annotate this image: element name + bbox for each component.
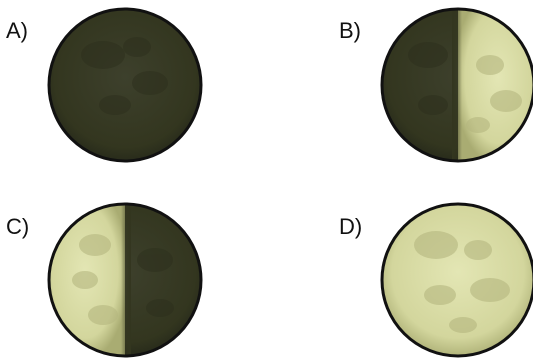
option-b-label: B) — [339, 18, 361, 43]
moon-first-quarter-icon[interactable] — [378, 5, 533, 165]
moon-last-quarter-icon[interactable] — [45, 200, 205, 360]
option-a-label: A) — [6, 18, 28, 43]
option-d-label: D) — [339, 214, 363, 239]
moon-new-icon[interactable] — [45, 5, 205, 165]
moon-full-icon[interactable] — [378, 200, 533, 360]
option-c-label: C) — [6, 214, 30, 239]
